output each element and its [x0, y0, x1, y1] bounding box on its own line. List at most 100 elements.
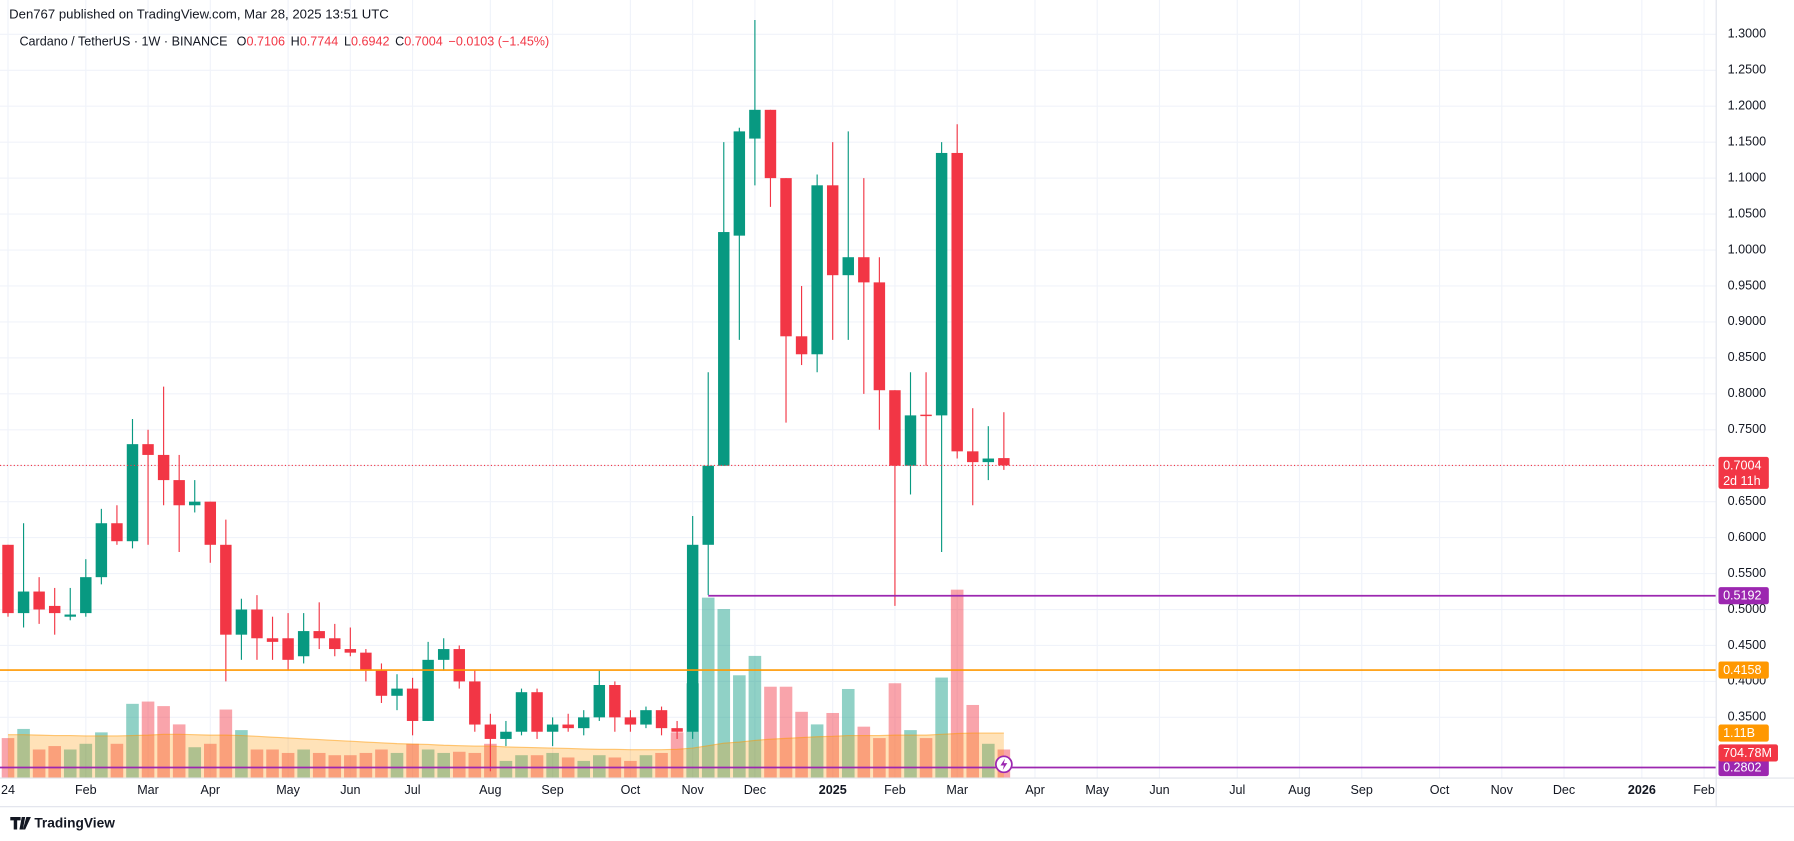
- volume-bar: [779, 686, 793, 779]
- volume-bar: [188, 747, 202, 779]
- candle-body: [531, 692, 543, 732]
- candle-body: [173, 480, 185, 506]
- candle-body: [624, 717, 637, 725]
- candle-body: [546, 724, 559, 732]
- x-tick-label: Jun: [340, 783, 360, 797]
- x-tick-label: 24: [1, 783, 15, 797]
- volume-ma-label-box: [1718, 724, 1769, 742]
- x-tick-label: Apr: [1025, 783, 1045, 797]
- x-tick-label: Dec: [1553, 783, 1575, 797]
- level-label: 0.2802: [1723, 760, 1761, 774]
- candle-body: [593, 685, 606, 718]
- candle-body: [484, 724, 497, 739]
- candle-body: [266, 638, 279, 642]
- volume-bar: [126, 703, 139, 779]
- volume-bar: [63, 749, 77, 779]
- x-tick-label: Sep: [541, 783, 563, 797]
- x-tick-label: May: [1085, 783, 1109, 797]
- candle-body: [655, 710, 668, 729]
- level-label: 0.4158: [1723, 663, 1761, 677]
- volume-bar: [390, 752, 404, 779]
- x-tick-label: 2026: [1628, 783, 1656, 797]
- h-letter: H: [291, 35, 300, 49]
- candle-body: [842, 257, 854, 276]
- c-value: 0.7004: [404, 35, 442, 49]
- l-value: 0.6942: [351, 35, 389, 49]
- volume-bar: [312, 752, 326, 779]
- volume-bar: [904, 730, 917, 779]
- candle-body: [220, 544, 232, 635]
- volume-bar: [826, 712, 839, 779]
- candle-body: [733, 131, 746, 236]
- volume-bar: [748, 655, 762, 779]
- x-tick-label: Sep: [1351, 783, 1373, 797]
- x-tick-label: Apr: [201, 783, 221, 797]
- candle-body: [80, 577, 92, 614]
- publish-header: Den767 published on TradingView.com, Mar…: [9, 6, 389, 21]
- x-tick-label: Nov: [681, 783, 704, 797]
- y-tick-label: 0.7500: [1728, 422, 1766, 436]
- x-tick-label: Mar: [137, 783, 159, 797]
- x-tick-label: Jul: [405, 783, 421, 797]
- volume-ma-label: 1.11B: [1723, 726, 1755, 740]
- candle-body: [33, 591, 45, 610]
- candle-body: [297, 631, 310, 657]
- h-value: 0.7744: [300, 35, 338, 49]
- volume-ma-line: [8, 732, 1004, 751]
- x-tick-label: May: [276, 783, 300, 797]
- volume-bar: [359, 752, 373, 779]
- symbol: Cardano / TetherUS · 1W · BINANCE: [19, 35, 227, 49]
- candle-body: [686, 544, 699, 732]
- volume-bar: [577, 760, 591, 779]
- candle-body: [406, 688, 419, 721]
- y-tick-label: 0.8000: [1728, 386, 1766, 400]
- candle-body: [982, 458, 995, 463]
- volume-bar: [888, 683, 902, 779]
- volume-bar: [32, 749, 46, 779]
- volume-bar: [250, 749, 264, 779]
- y-tick-label: 0.6500: [1728, 494, 1766, 508]
- candle-body: [251, 609, 263, 639]
- volume-bar: [375, 749, 388, 779]
- candle-body: [2, 544, 14, 614]
- footer-logo: TradingView: [10, 815, 115, 830]
- y-tick-label: 1.1000: [1728, 170, 1766, 184]
- volume-bar: [717, 609, 731, 779]
- y-tick-label: 1.0500: [1728, 206, 1766, 220]
- volume-bar: [95, 732, 108, 779]
- candle-body: [515, 692, 528, 732]
- y-tick-label: 0.8500: [1728, 350, 1766, 364]
- volume-bar: [701, 597, 715, 779]
- candle-body: [329, 638, 341, 650]
- y-tick-label: 1.3000: [1728, 27, 1766, 41]
- candle-body: [749, 109, 761, 139]
- candle-body: [873, 282, 886, 391]
- x-tick-label: Aug: [479, 783, 501, 797]
- candle-body: [998, 458, 1010, 466]
- y-tick-label: 1.1500: [1728, 135, 1766, 149]
- candle-body: [157, 454, 170, 481]
- o-letter: O: [237, 35, 247, 49]
- volume-bar: [452, 751, 466, 779]
- candle-body: [313, 631, 325, 639]
- candle-body: [562, 724, 574, 729]
- level-label-box: [1718, 587, 1769, 605]
- volume-bar: [328, 755, 342, 779]
- volume-bar: [670, 732, 684, 779]
- candle-body: [967, 451, 979, 463]
- volume-bar: [281, 752, 295, 779]
- candle-body: [453, 649, 465, 682]
- candle-body: [111, 523, 123, 542]
- volume-bar: [110, 743, 124, 779]
- volume-label: 704.78M: [1723, 746, 1772, 760]
- change: −0.0103 (−1.45%): [448, 35, 549, 49]
- x-tick-label: Jul: [1229, 783, 1245, 797]
- volume-bar: [172, 724, 186, 779]
- y-tick-label: 0.9000: [1728, 314, 1766, 328]
- candle-body: [826, 185, 839, 276]
- volume-bar: [141, 701, 155, 779]
- realtime-bolt: [1000, 758, 1008, 771]
- y-tick-label: 0.9500: [1728, 278, 1766, 292]
- c-letter: C: [395, 35, 404, 49]
